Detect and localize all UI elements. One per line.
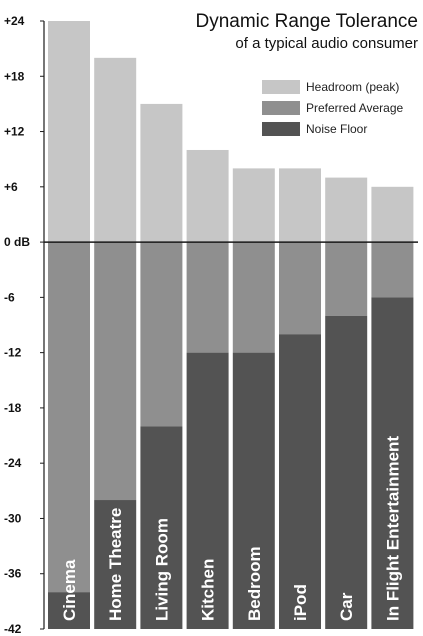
legend-swatch <box>262 80 300 94</box>
chart-title: Dynamic Range Tolerance <box>196 11 419 32</box>
y-tick-label: -12 <box>4 346 22 360</box>
headroom-bar <box>48 21 90 243</box>
category-label: Cinema <box>60 559 79 621</box>
preferred-average-bar <box>48 242 90 593</box>
preferred-average-bar <box>371 242 414 298</box>
y-tick-label: 0 dB <box>4 235 30 249</box>
y-tick-label: -30 <box>4 511 22 525</box>
headroom-bar <box>232 168 275 243</box>
category-label: Kitchen <box>199 559 218 621</box>
preferred-average-bar <box>232 242 275 353</box>
category-label: iPod <box>291 584 310 621</box>
y-axis: +24 +18 +12 +6 0 dB -6 -12 -18 -24 -30 -36 -42 <box>4 14 45 636</box>
y-tick-label: +12 <box>4 125 25 139</box>
preferred-average-bar <box>94 242 137 501</box>
plot-area: Cinema Home Theatre Living Room Kitchen Bedr… <box>44 21 418 629</box>
headroom-bar <box>186 149 229 243</box>
category-label: Home Theatre <box>106 508 125 621</box>
preferred-average-bar <box>186 242 229 353</box>
y-tick-label: -24 <box>4 456 22 470</box>
legend-label: Preferred Average <box>306 101 403 115</box>
noise-floor-bar <box>371 297 414 629</box>
y-tick-label: +6 <box>4 180 18 194</box>
noise-floor-bar <box>48 592 90 629</box>
category-label: Living Room <box>152 518 171 621</box>
preferred-average-bar <box>140 242 183 427</box>
headroom-bar <box>371 186 414 243</box>
y-tick-label: -6 <box>4 290 15 304</box>
legend-label: Headroom (peak) <box>306 80 399 94</box>
noise-floor-bar <box>279 334 321 629</box>
category-label: Bedroom <box>245 546 264 621</box>
noise-floor-bar <box>325 315 368 629</box>
legend: Headroom (peak) Preferred Average Noise Fl… <box>262 80 403 136</box>
y-tick-label: -42 <box>4 622 22 636</box>
y-tick-label: +24 <box>4 14 25 28</box>
headroom-bar <box>94 57 137 243</box>
noise-floor-bar <box>232 352 275 629</box>
y-tick-label: -18 <box>4 401 22 415</box>
y-tick-label: -36 <box>4 567 22 581</box>
noise-floor-bar <box>140 426 183 629</box>
category-label: Car <box>337 592 356 621</box>
noise-floor-bar <box>186 352 229 629</box>
legend-label: Noise Floor <box>306 122 367 136</box>
preferred-average-bar <box>279 242 321 335</box>
legend-swatch <box>262 101 300 115</box>
category-label: In Flight Entertainment <box>383 436 402 621</box>
headroom-bar <box>140 103 183 243</box>
noise-floor-bar <box>94 500 137 629</box>
headroom-bar <box>325 177 368 243</box>
chart-subtitle: of a typical audio consumer <box>235 35 418 52</box>
y-tick-label: +18 <box>4 69 25 83</box>
legend-swatch <box>262 122 300 136</box>
headroom-bar <box>279 168 321 243</box>
preferred-average-bar <box>325 242 368 316</box>
